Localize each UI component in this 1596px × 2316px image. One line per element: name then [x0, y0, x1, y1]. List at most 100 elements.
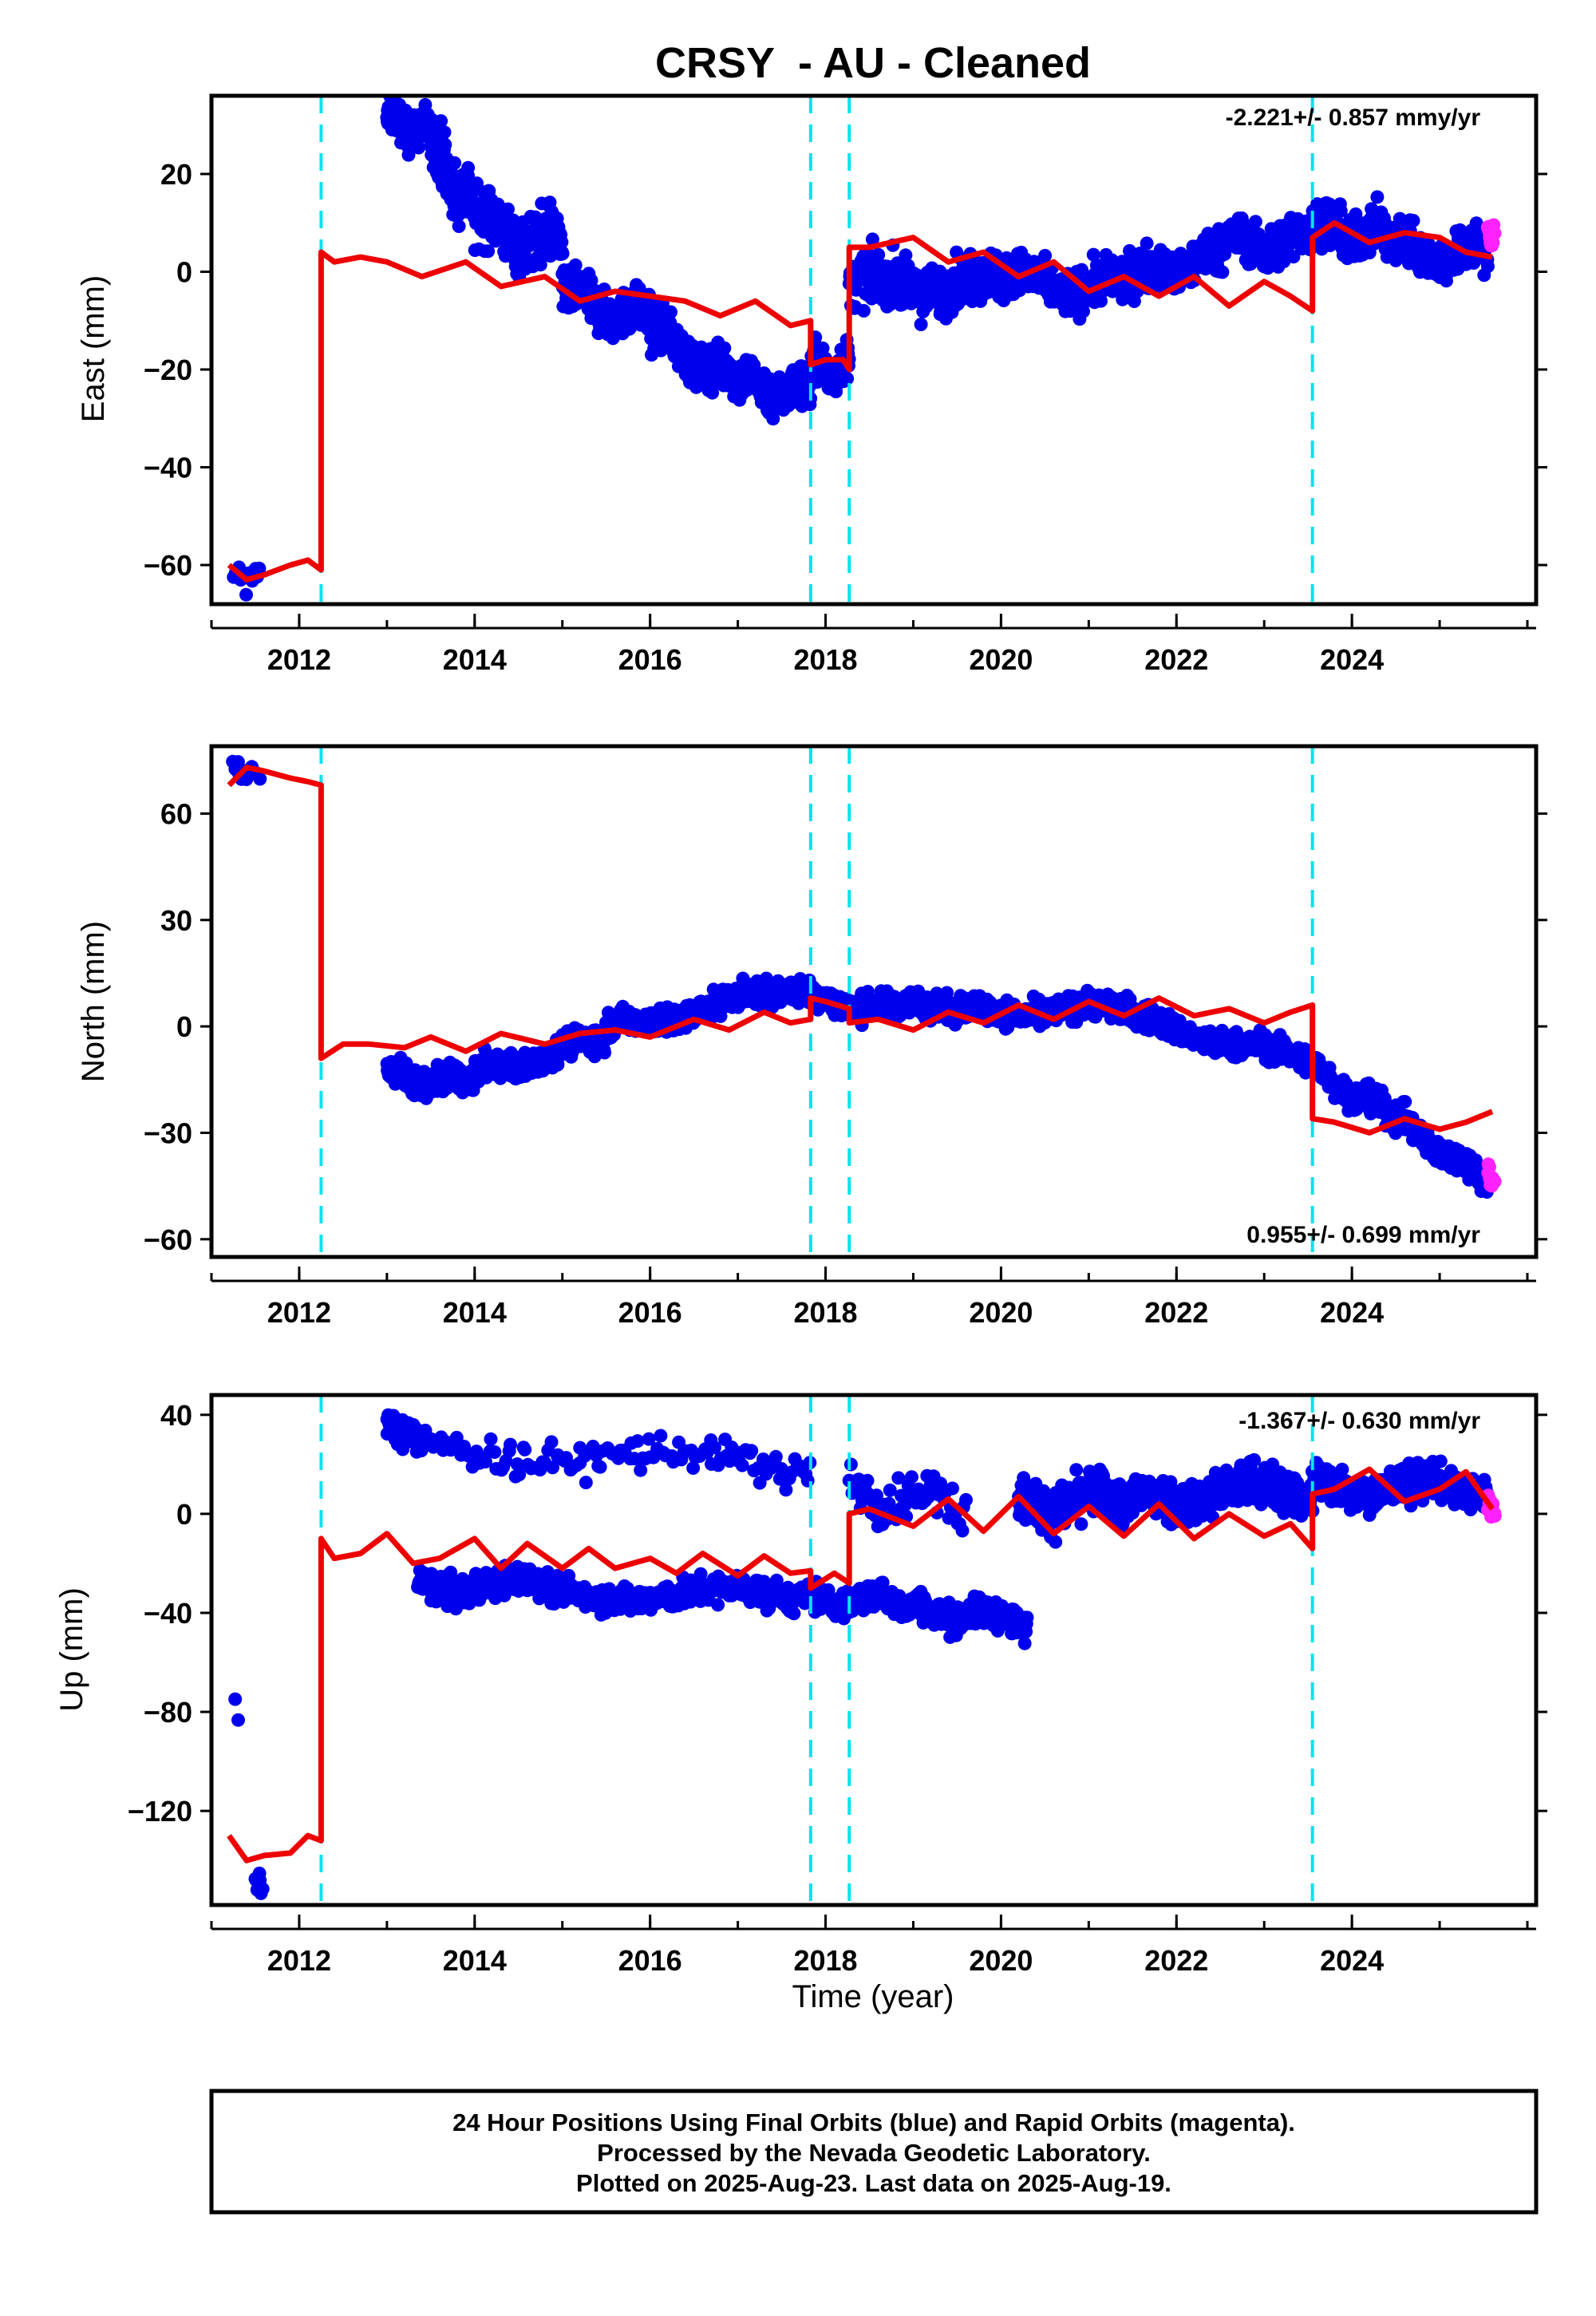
north-y-tick-label: −30 [144, 1117, 192, 1149]
east-final-point [717, 341, 732, 355]
east-final-point [1286, 250, 1301, 264]
north-x-axis: 2012 2014 2016 2018 2020 2022 2024 [210, 1267, 1536, 1329]
up-final-point [768, 1449, 783, 1464]
east-x-tick-label: 2014 [443, 643, 507, 676]
east-x-tick-label: 2018 [793, 643, 857, 676]
east-x-tick-label: 2020 [969, 643, 1033, 676]
east-final-point [1086, 247, 1100, 262]
up-final-point [654, 1429, 668, 1443]
up-final-point [745, 1444, 759, 1458]
north-rate-label: 0.955+/- 0.699 mm/yr [1246, 1222, 1480, 1248]
up-final-point [444, 1565, 458, 1579]
east-final-point [239, 587, 253, 602]
east-y-axis-label: East (mm) [76, 275, 111, 422]
up-final-point [593, 1460, 607, 1474]
east-final-point [481, 244, 496, 259]
east-final-point [871, 247, 886, 262]
up-final-point [686, 1461, 701, 1475]
up-final-point [579, 1476, 593, 1490]
east-final-point [705, 385, 720, 400]
up-final-point [544, 1435, 559, 1449]
east-final-point [1077, 304, 1090, 318]
east-rapid-points [1480, 218, 1502, 253]
north-model-line [227, 765, 1494, 1136]
north-frame [209, 744, 1539, 1259]
east-final-points [227, 96, 1495, 602]
east-final-point [434, 114, 448, 128]
up-final-point [231, 1713, 245, 1727]
up-final-point [642, 1432, 656, 1446]
up-final-points [228, 1408, 1495, 1900]
east-x-tick-label: 2024 [1320, 643, 1384, 676]
east-final-point [412, 140, 426, 155]
north-final-point [1398, 1095, 1412, 1109]
up-final-point [559, 1451, 573, 1465]
east-frame [209, 93, 1539, 607]
east-rapid-point [1487, 226, 1502, 240]
up-final-point [478, 1455, 492, 1468]
north-rapid-points [1481, 1157, 1502, 1193]
east-final-point [1140, 236, 1154, 251]
east-final-point [1480, 259, 1495, 274]
north-y-tick-label: 30 [160, 904, 192, 937]
east-x-tick-label: 2016 [618, 643, 682, 676]
up-final-point [488, 1445, 502, 1459]
east-y-tick-label: −60 [144, 549, 192, 582]
east-final-point [568, 258, 583, 272]
up-final-point [779, 1483, 793, 1497]
east-y-tick-label: −20 [144, 354, 192, 386]
north-y-tick-label: 0 [176, 1010, 192, 1043]
up-final-point [518, 1442, 532, 1456]
east-model-line [227, 219, 1493, 583]
east-final-point [533, 258, 547, 272]
east-final-point [865, 232, 879, 247]
up-final-point [774, 1462, 788, 1476]
north-rapid-point [1487, 1174, 1502, 1188]
up-final-point [255, 1882, 270, 1896]
east-final-point [555, 247, 570, 261]
east-final-point [914, 318, 928, 331]
east-y-tick-label: 0 [176, 256, 192, 289]
east-final-point [1038, 248, 1053, 263]
east-final-point [1215, 265, 1230, 279]
up-final-point [510, 1457, 524, 1472]
east-final-point [1333, 204, 1348, 218]
east-final-point [438, 137, 452, 152]
up-final-point [484, 1432, 498, 1446]
north-x-tick-label: 2018 [793, 1296, 857, 1329]
east-final-point [816, 341, 830, 355]
up-final-point [512, 1468, 527, 1482]
north-x-tick-label: 2014 [443, 1296, 507, 1329]
up-final-point [735, 1458, 749, 1472]
figure-title: CRSY - AU - Cleaned [655, 39, 1091, 87]
up-final-point [672, 1435, 686, 1449]
east-y-tick-label: −40 [144, 452, 192, 484]
north-rapid-point [1483, 1160, 1496, 1174]
up-final-point [634, 1463, 648, 1477]
north-final-point [253, 772, 267, 786]
up-plot-area [227, 1395, 1502, 1905]
east-y-axis: −60 −40 −20 0 20 [144, 158, 1547, 582]
east-rate-label: -2.221+/- 0.857 mmy/yr [1226, 105, 1481, 131]
up-final-point [546, 1460, 559, 1475]
east-final-point [437, 125, 452, 140]
north-x-tick-label: 2012 [267, 1296, 331, 1329]
east-final-point [1370, 190, 1385, 204]
north-y-tick-label: −60 [144, 1223, 192, 1256]
east-final-point [252, 561, 267, 575]
east-y-tick-label: 20 [160, 158, 192, 191]
east-final-point [899, 248, 913, 263]
east-final-point [1248, 215, 1262, 229]
east-final-point [452, 219, 466, 233]
east-plot-area [227, 96, 1502, 604]
up-final-point [800, 1473, 815, 1488]
east-final-point [461, 160, 476, 175]
east-final-point [664, 305, 678, 319]
east-x-tick-label: 2012 [267, 643, 331, 676]
